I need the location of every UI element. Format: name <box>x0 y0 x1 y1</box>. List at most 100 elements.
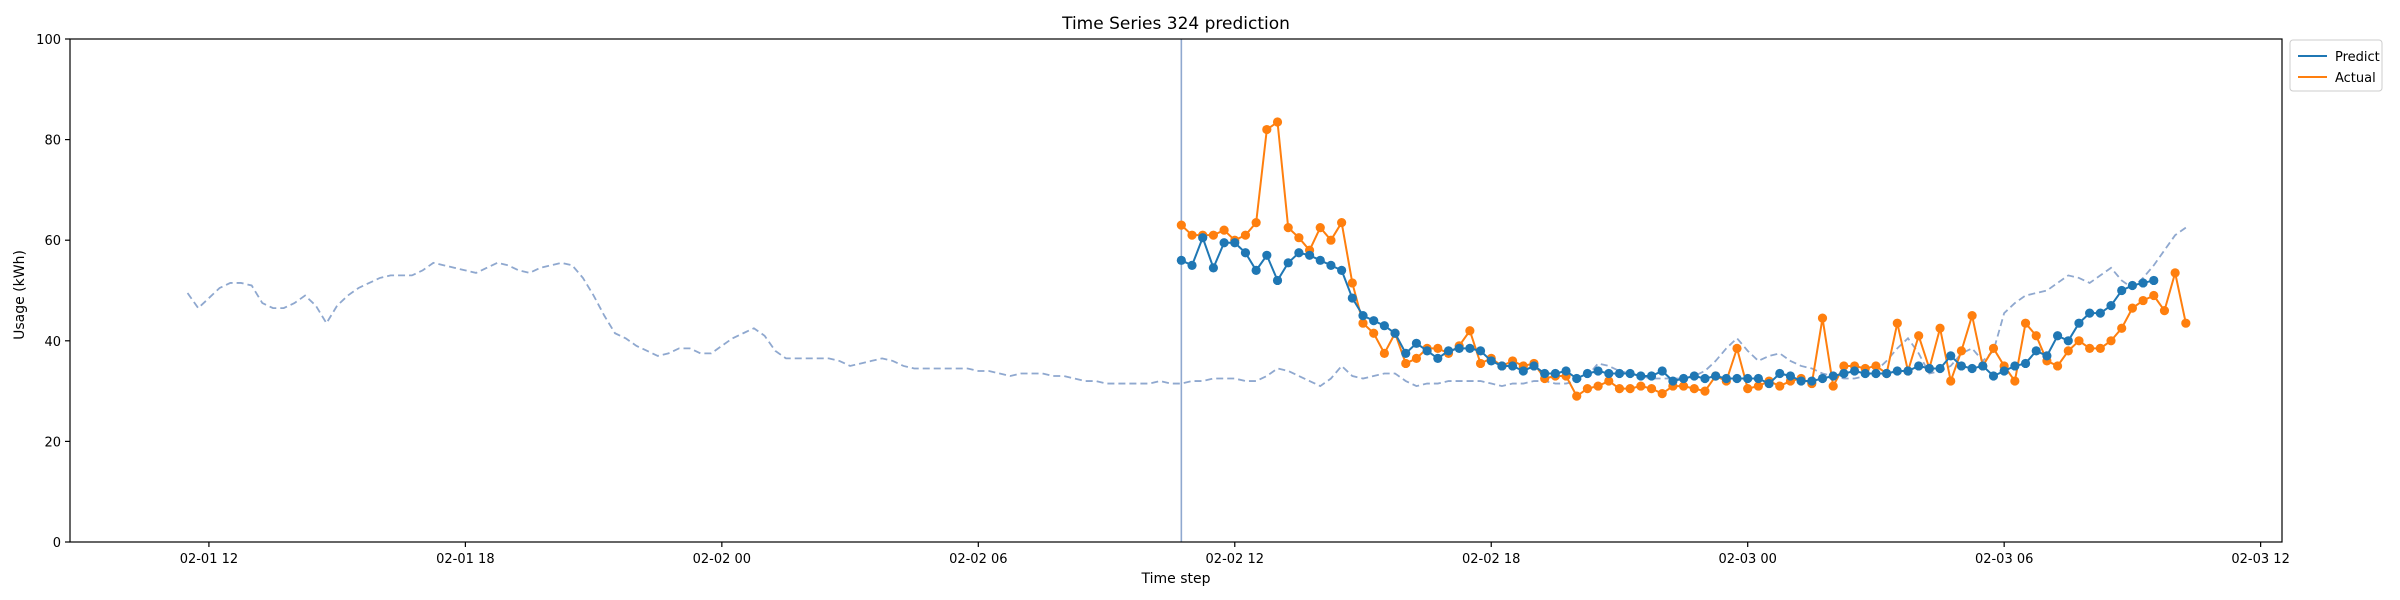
actual-point <box>1871 361 1881 371</box>
predict-point <box>1390 328 1400 338</box>
actual-point <box>1176 220 1186 230</box>
predict-point <box>1646 371 1657 381</box>
predict-point <box>1711 371 1721 381</box>
predict-point <box>1433 353 1443 363</box>
predict-point <box>1817 373 1828 384</box>
predict-point <box>1914 361 1924 371</box>
predict-point <box>1347 293 1357 303</box>
y-tick-label: 60 <box>44 234 61 249</box>
actual-series <box>1176 117 2191 401</box>
predict-point <box>1540 368 1550 379</box>
x-tick-label: 02-02 12 <box>1206 552 1264 567</box>
predict-point <box>1369 316 1379 326</box>
y-tick-label: 100 <box>36 33 61 48</box>
actual-point <box>1828 381 1838 391</box>
predict-point <box>1326 260 1336 270</box>
predict-point <box>1422 346 1432 356</box>
predict-point <box>1529 361 1539 371</box>
x-tick-label: 02-03 00 <box>1718 552 1776 567</box>
predict-point <box>2063 336 2073 346</box>
actual-point <box>2117 323 2127 333</box>
actual-point <box>1614 383 1625 394</box>
actual-point <box>1636 381 1646 391</box>
predict-point <box>1678 373 1689 384</box>
predict-point <box>1272 275 1283 286</box>
chart-title: Time Series 324 prediction <box>1061 14 1290 34</box>
predict-point <box>1860 368 1870 379</box>
predict-point <box>1924 363 1934 374</box>
actual-point <box>1892 318 1902 328</box>
predict-point <box>1508 361 1518 371</box>
predict-point <box>1871 368 1881 379</box>
predict-point <box>1486 356 1496 366</box>
predict-point <box>1978 361 1988 371</box>
y-tick-label: 20 <box>44 435 61 450</box>
actual-point <box>1988 343 1999 353</box>
predict-point <box>1219 238 1229 248</box>
predict-point <box>1582 368 1593 379</box>
predict-point <box>1465 343 1475 353</box>
predict-point <box>2106 300 2116 311</box>
predict-point <box>1572 373 1582 384</box>
predict-point <box>1304 250 1315 260</box>
predict-point <box>2052 331 2063 341</box>
actual-point <box>2085 343 2095 353</box>
predict-point <box>1903 366 1913 376</box>
predict-point <box>1636 371 1646 381</box>
actual-point <box>2106 336 2116 346</box>
predict-point <box>1721 373 1731 384</box>
predict-point <box>1283 258 1293 268</box>
actual-point <box>1582 383 1593 394</box>
predict-point <box>2138 278 2148 288</box>
actual-point <box>1433 343 1443 353</box>
predict-point <box>1946 351 1956 361</box>
legend-actual-label: Actual <box>2335 71 2376 86</box>
predict-point <box>2085 308 2095 318</box>
actual-point <box>1946 376 1956 386</box>
predict-point <box>1411 338 1422 348</box>
actual-point <box>2010 376 2020 386</box>
predict-point <box>1176 255 1186 265</box>
actual-point <box>1251 217 1261 228</box>
x-axis-label: Time step <box>1141 571 1211 587</box>
predict-point <box>1732 373 1742 384</box>
predict-point <box>1967 363 1977 374</box>
predict-point <box>1475 346 1486 356</box>
actual-point <box>2074 336 2084 346</box>
predict-point <box>1443 346 1454 356</box>
legend: Predict Actual <box>2289 39 2383 92</box>
actual-point <box>1379 348 1389 358</box>
actual-point <box>1839 361 1849 371</box>
actual-point <box>1358 318 1368 328</box>
predict-point <box>1668 376 1678 386</box>
predict-point <box>1315 255 1325 265</box>
predict-point <box>2095 308 2105 318</box>
x-tick-label: 02-01 12 <box>180 552 238 567</box>
predict-point <box>1251 265 1261 275</box>
actual-point <box>1294 233 1304 243</box>
actual-point <box>2031 331 2041 341</box>
actual-point <box>2138 295 2148 306</box>
predict-point <box>1230 238 1240 248</box>
plot-frame <box>69 38 2283 543</box>
actual-point <box>1208 230 1218 240</box>
y-tick-label: 80 <box>44 134 61 149</box>
x-tick-label: 02-02 06 <box>949 552 1007 567</box>
actual-point <box>1337 217 1347 228</box>
predict-point <box>2074 318 2084 328</box>
predict-point <box>1518 366 1528 376</box>
actual-point <box>1604 376 1614 386</box>
predict-point <box>1358 311 1368 321</box>
actual-point <box>1914 331 1924 341</box>
predict-point <box>1775 368 1785 379</box>
actual-point <box>1315 223 1325 233</box>
predict-point <box>1497 361 1507 371</box>
predict-point <box>2149 275 2159 286</box>
actual-point <box>1753 381 1763 391</box>
actual-point <box>1593 381 1603 391</box>
actual-point <box>1625 383 1635 394</box>
predict-point <box>1785 371 1796 381</box>
predict-point <box>1743 373 1753 384</box>
legend-box <box>2289 39 2383 92</box>
